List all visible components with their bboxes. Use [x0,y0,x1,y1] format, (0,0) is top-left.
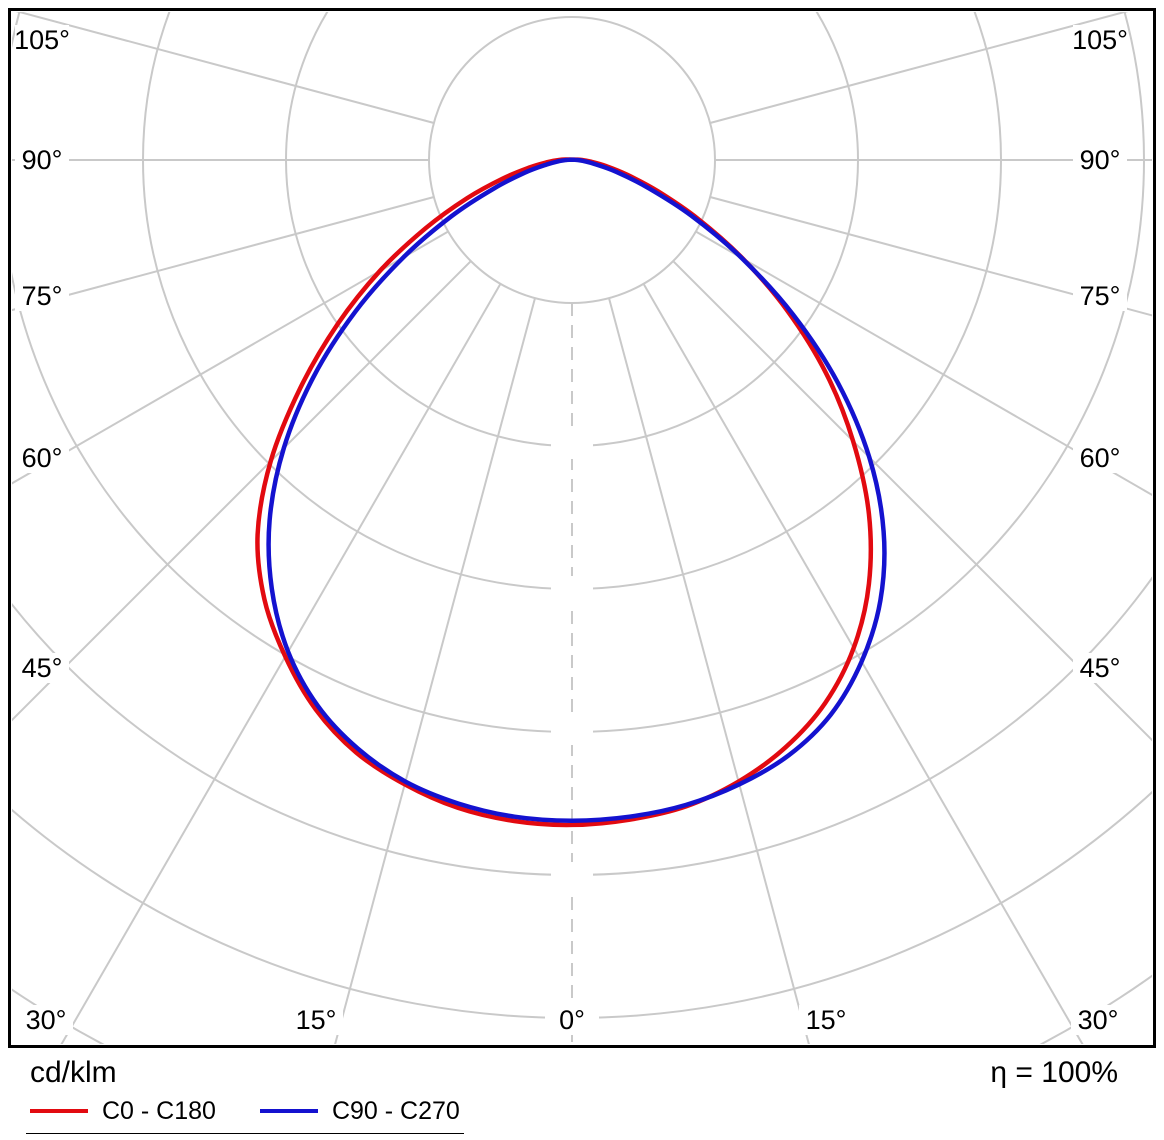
grid-ray [12,260,472,722]
grid-ray [15,12,435,124]
grid-ray [642,283,1084,1044]
curve-c90-c270 [266,157,887,823]
grid-ray [60,283,502,1044]
grid-ray [334,297,536,1044]
legend: C0 - C180 C90 - C270 [30,1096,504,1126]
legend-swatch-blue-line [259,1109,318,1113]
angle-label-bg [545,1005,599,1035]
grid-ray [608,297,810,1044]
angle-label-bg [1073,281,1127,311]
chart-frame [8,8,1156,1048]
angle-label-bg [15,145,69,175]
angle-label: 15° [806,1005,847,1035]
angle-label: 30° [1078,1005,1119,1035]
angle-label: 0° [559,1005,585,1035]
angle-label-bg [1073,145,1127,175]
angle-label-bg [15,281,69,311]
angle-label: 90° [1080,145,1121,175]
angle-label: 60° [1080,443,1121,473]
legend-swatch-red-line [30,1109,88,1113]
angle-label-bg [15,25,69,55]
ring-label-gap [551,862,593,888]
angle-label: 45° [22,653,63,683]
units-label: cd/klm [30,1056,117,1089]
grid-ray [12,196,435,312]
grid-ray [709,196,1152,317]
ring-label-gap [551,719,593,745]
legend-label-c90-c270: C90 - C270 [331,1097,460,1125]
angle-label-bg [1073,25,1127,55]
grid-ray [695,230,1152,497]
legend-underline [26,1133,464,1134]
angle-label: 75° [1080,281,1121,311]
angle-label-bg [1071,1005,1125,1035]
ring-label-gap [551,576,593,602]
grid-ray [672,260,1152,742]
angle-label: 45° [1080,653,1121,683]
chart-background [9,9,1155,1047]
angle-label: 75° [22,281,63,311]
angle-label: 105° [1072,25,1128,55]
grid-ray [12,230,449,485]
efficiency-label: η = 100% [990,1056,1118,1089]
angle-label: 15° [296,1005,337,1035]
angle-label-bg [15,653,69,683]
angle-label-bg [1073,653,1127,683]
angle-label-bg [15,443,69,473]
angle-label: 60° [22,443,63,473]
ring-label-gap [551,433,593,459]
angle-label-bg [1073,443,1127,473]
angle-label-bg [799,1005,853,1035]
angle-label-bg [19,1005,73,1035]
angle-label: 90° [22,145,63,175]
angle-label-bg [289,1005,343,1035]
legend-item-c0-c180: C0 - C180 [30,1096,216,1126]
angle-label: 30° [26,1005,67,1035]
angle-label: 105° [14,25,70,55]
legend-item-c90-c270: C90 - C270 [259,1096,460,1126]
legend-label-c0-c180: C0 - C180 [102,1097,216,1125]
grid-ray [709,12,1129,124]
